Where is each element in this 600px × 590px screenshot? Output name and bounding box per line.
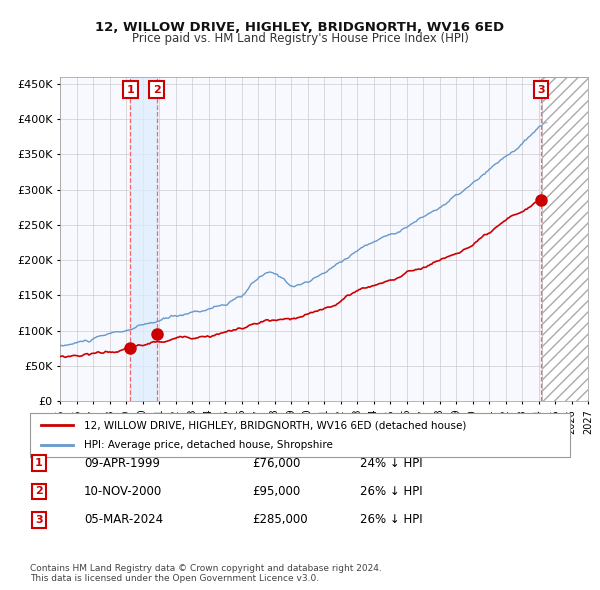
Text: HPI: Average price, detached house, Shropshire: HPI: Average price, detached house, Shro… <box>84 440 333 450</box>
Text: 1: 1 <box>35 458 43 468</box>
Text: £285,000: £285,000 <box>252 513 308 526</box>
Text: £76,000: £76,000 <box>252 457 301 470</box>
Text: 24% ↓ HPI: 24% ↓ HPI <box>360 457 422 470</box>
Text: 12, WILLOW DRIVE, HIGHLEY, BRIDGNORTH, WV16 6ED: 12, WILLOW DRIVE, HIGHLEY, BRIDGNORTH, W… <box>95 21 505 34</box>
Bar <box>130 77 157 401</box>
Text: 26% ↓ HPI: 26% ↓ HPI <box>360 485 422 498</box>
Bar <box>542 77 588 401</box>
Text: 2: 2 <box>153 85 161 94</box>
Text: 09-APR-1999: 09-APR-1999 <box>84 457 160 470</box>
FancyBboxPatch shape <box>30 413 570 457</box>
Bar <box>542 77 588 401</box>
Text: 12, WILLOW DRIVE, HIGHLEY, BRIDGNORTH, WV16 6ED (detached house): 12, WILLOW DRIVE, HIGHLEY, BRIDGNORTH, W… <box>84 421 466 430</box>
Text: Contains HM Land Registry data © Crown copyright and database right 2024.
This d: Contains HM Land Registry data © Crown c… <box>30 563 382 583</box>
Text: 3: 3 <box>538 85 545 94</box>
Text: 26% ↓ HPI: 26% ↓ HPI <box>360 513 422 526</box>
Text: 05-MAR-2024: 05-MAR-2024 <box>84 513 163 526</box>
Text: 1: 1 <box>127 85 134 94</box>
Text: 2: 2 <box>35 487 43 496</box>
Text: Price paid vs. HM Land Registry's House Price Index (HPI): Price paid vs. HM Land Registry's House … <box>131 32 469 45</box>
Text: £95,000: £95,000 <box>252 485 300 498</box>
Text: 3: 3 <box>35 515 43 525</box>
Text: 10-NOV-2000: 10-NOV-2000 <box>84 485 162 498</box>
